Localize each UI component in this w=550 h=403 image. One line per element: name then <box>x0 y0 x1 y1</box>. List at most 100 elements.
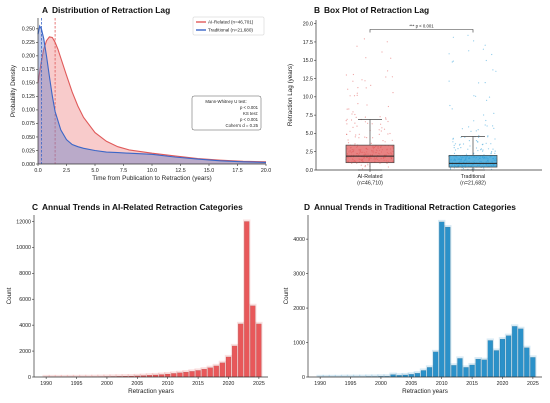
data-point <box>468 50 470 52</box>
data-point <box>477 150 479 152</box>
y-tick-label: 1000 <box>293 340 305 346</box>
x-tick-label: 2015 <box>466 381 478 387</box>
x-tick-label: 2020 <box>497 381 509 387</box>
data-point <box>454 143 457 145</box>
data-point <box>349 95 351 97</box>
bar-halo <box>316 374 324 377</box>
bar <box>457 358 463 378</box>
bar <box>207 367 213 378</box>
bar-halo <box>334 374 343 377</box>
bar <box>463 367 469 378</box>
data-point <box>460 147 462 149</box>
data-point <box>354 122 356 124</box>
panel-a-title: Distribution of Retraction Lag <box>52 5 170 15</box>
data-point <box>482 48 484 50</box>
data-point <box>354 113 356 116</box>
axes-frame <box>37 18 266 165</box>
x-category-label: Traditional <box>461 174 486 180</box>
data-point <box>454 149 457 151</box>
data-point <box>364 165 366 167</box>
data-point <box>473 120 475 122</box>
y-tick-label: 0.100 <box>22 108 35 114</box>
bar <box>165 373 171 378</box>
data-point <box>386 41 388 43</box>
data-point <box>356 125 358 127</box>
panel-c-title: Annual Trends in AI-Related Retraction C… <box>42 202 243 212</box>
x-tick-label: 2015 <box>192 381 204 387</box>
ai-density-curve <box>37 36 267 163</box>
data-point <box>452 138 454 140</box>
panel-c-letter: C <box>32 202 38 212</box>
bar <box>256 323 262 378</box>
bar <box>195 370 201 378</box>
data-point <box>387 120 389 123</box>
bar-halo <box>359 374 367 377</box>
bar-halo <box>377 374 385 377</box>
x-tick-label: 2005 <box>131 381 143 387</box>
data-point <box>385 117 387 119</box>
bar-halo <box>365 374 373 377</box>
data-point <box>346 108 348 110</box>
data-point <box>449 168 452 170</box>
bar <box>518 328 524 378</box>
data-point <box>356 45 358 47</box>
data-point <box>347 88 349 90</box>
data-point <box>473 168 475 170</box>
bar <box>414 373 421 378</box>
data-point <box>452 36 454 38</box>
panel-b-title: Box Plot of Retraction Lag <box>324 5 429 15</box>
data-point <box>346 118 348 120</box>
bar-halo <box>328 374 336 377</box>
y-tick-label: 0.000 <box>22 162 35 168</box>
y-tick-label: 0.175 <box>22 67 35 73</box>
data-point <box>382 140 384 142</box>
bar <box>238 323 244 378</box>
data-point <box>464 136 466 138</box>
traditional-bar-chart-panel: 0 1000 2000 3000 4000 1990 1995 2000 2005 2010 201… <box>283 215 542 395</box>
data-point <box>491 151 493 153</box>
y-tick-label: 0.150 <box>22 81 35 87</box>
bar-halo <box>42 374 50 377</box>
box-plot-panel: 0.0 2.5 5.0 7.5 10.0 12.5 15.0 17.5 20.0 AI-Relat… <box>287 20 542 187</box>
data-point <box>371 123 373 125</box>
data-point <box>494 150 496 152</box>
x-tick-label: 2010 <box>162 381 174 387</box>
data-point <box>364 80 366 82</box>
bar <box>244 221 250 378</box>
data-point <box>475 147 478 149</box>
bar-halo <box>66 374 75 377</box>
data-point <box>471 168 473 170</box>
data-point <box>387 166 389 168</box>
data-point <box>370 142 372 144</box>
y-tick-label: 17.5 <box>303 40 313 46</box>
data-point <box>475 130 477 132</box>
x-tick-label: 2.5 <box>63 168 70 174</box>
data-point <box>484 82 486 84</box>
data-point <box>486 125 488 127</box>
data-point <box>484 44 486 46</box>
data-point <box>452 60 454 62</box>
y-tick-label: 7.5 <box>306 113 313 119</box>
data-point <box>467 148 469 150</box>
data-point <box>381 51 383 53</box>
x-tick-label: 20.0 <box>261 168 271 174</box>
bar-halo <box>91 374 99 377</box>
x-tick-label: 17.5 <box>232 168 242 174</box>
x-tick-label: 0.0 <box>34 168 41 174</box>
bar <box>426 367 433 378</box>
density-plot-panel: 0.000 0.025 0.050 0.075 0.100 0.125 0.150 0.175… <box>10 16 271 182</box>
stats-box <box>191 95 262 131</box>
data-point <box>381 127 383 129</box>
data-point <box>487 135 489 137</box>
data-point <box>347 139 349 141</box>
data-point <box>493 112 495 114</box>
bar <box>445 226 451 378</box>
data-point <box>488 96 491 98</box>
data-point <box>465 153 468 155</box>
data-point <box>484 124 486 126</box>
bar <box>171 373 177 378</box>
data-point <box>494 138 496 140</box>
data-point <box>478 82 480 84</box>
bar <box>225 356 232 378</box>
